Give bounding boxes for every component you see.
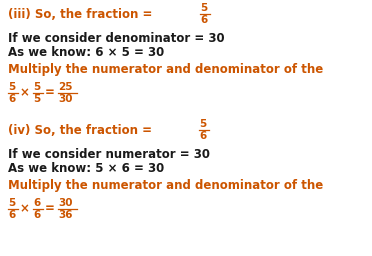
Text: 6: 6 — [33, 210, 40, 220]
Text: (iii) So, the fraction =: (iii) So, the fraction = — [8, 7, 157, 20]
Text: 30: 30 — [58, 94, 73, 104]
Text: 6: 6 — [33, 198, 40, 208]
Text: 6: 6 — [199, 131, 206, 141]
Text: 5: 5 — [8, 198, 15, 208]
Text: 5: 5 — [33, 94, 40, 104]
Text: =: = — [44, 202, 54, 216]
Text: ×: × — [19, 87, 29, 100]
Text: 36: 36 — [58, 210, 73, 220]
Text: 5: 5 — [33, 82, 40, 92]
Text: 6: 6 — [8, 94, 15, 104]
Text: Multiply the numerator and denominator of the: Multiply the numerator and denominator o… — [8, 179, 327, 193]
Text: ×: × — [19, 202, 29, 216]
Text: As we know: 6 × 5 = 30: As we know: 6 × 5 = 30 — [8, 46, 164, 59]
Text: 25: 25 — [58, 82, 73, 92]
Text: 30: 30 — [58, 198, 73, 208]
Text: 5: 5 — [201, 3, 208, 13]
Text: =: = — [44, 87, 54, 100]
Text: As we know: 5 × 6 = 30: As we know: 5 × 6 = 30 — [8, 162, 164, 175]
Text: (iv) So, the fraction =: (iv) So, the fraction = — [8, 123, 156, 136]
Text: 6: 6 — [201, 15, 208, 25]
Text: 6: 6 — [8, 210, 15, 220]
Text: 5: 5 — [8, 82, 15, 92]
Text: If we consider numerator = 30: If we consider numerator = 30 — [8, 147, 210, 161]
Text: If we consider denominator = 30: If we consider denominator = 30 — [8, 31, 225, 45]
Text: 5: 5 — [199, 119, 206, 129]
Text: Multiply the numerator and denominator of the: Multiply the numerator and denominator o… — [8, 63, 327, 77]
